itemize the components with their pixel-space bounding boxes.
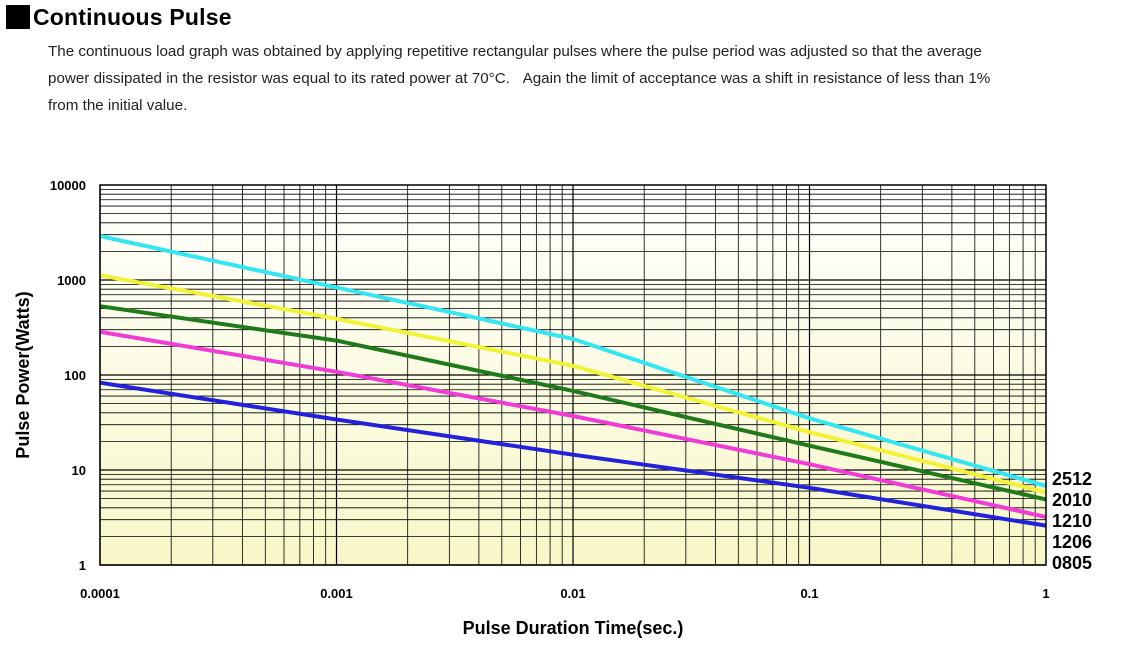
series-line-1210 [99,304,1047,502]
series-label-0805: 0805 [1052,553,1092,573]
y-axis-label: Pulse Power(Watts) [13,291,33,458]
description-line-3: from the initial value. [48,97,188,114]
series-label-2010: 2010 [1052,490,1092,510]
section-title: Continuous Pulse [33,3,232,30]
y-tick-label: 1 [79,558,86,573]
series-line-2512 [99,234,1047,488]
series-lines [99,234,1047,528]
series-line-2010 [99,273,1047,495]
description: The continuous load graph was obtained b… [48,38,1128,119]
y-tick-label: 100 [64,368,86,383]
x-tick-label: 0.0001 [80,586,120,601]
description-line-1: The continuous load graph was obtained b… [48,43,982,60]
x-tick-label: 0.001 [320,586,353,601]
x-tick-label: 0.01 [560,586,585,601]
y-tick-label: 1000 [57,273,86,288]
description-line-2: power dissipated in the resistor was equ… [48,70,991,87]
x-tick-label: 0.1 [800,586,818,601]
x-tick-label: 1 [1042,586,1049,601]
series-label-1206: 1206 [1052,532,1092,552]
series-line-1206 [99,329,1047,519]
series-label-1210: 1210 [1052,511,1092,531]
heading-square-icon [6,5,30,29]
plot-frame [99,184,1047,566]
y-tick-label: 10000 [50,178,86,193]
series-label-2512: 2512 [1052,469,1092,489]
y-tick-label: 10 [72,463,86,478]
x-tick-labels: 0.0001 0.001 0.01 0.1 1 [80,586,1050,601]
y-tick-labels: 10000 1000 100 10 1 [50,178,86,573]
series-line-0805 [99,380,1047,528]
section-heading: Continuous Pulse [6,3,232,31]
x-axis-label: Pulse Duration Time(sec.) [463,618,684,638]
